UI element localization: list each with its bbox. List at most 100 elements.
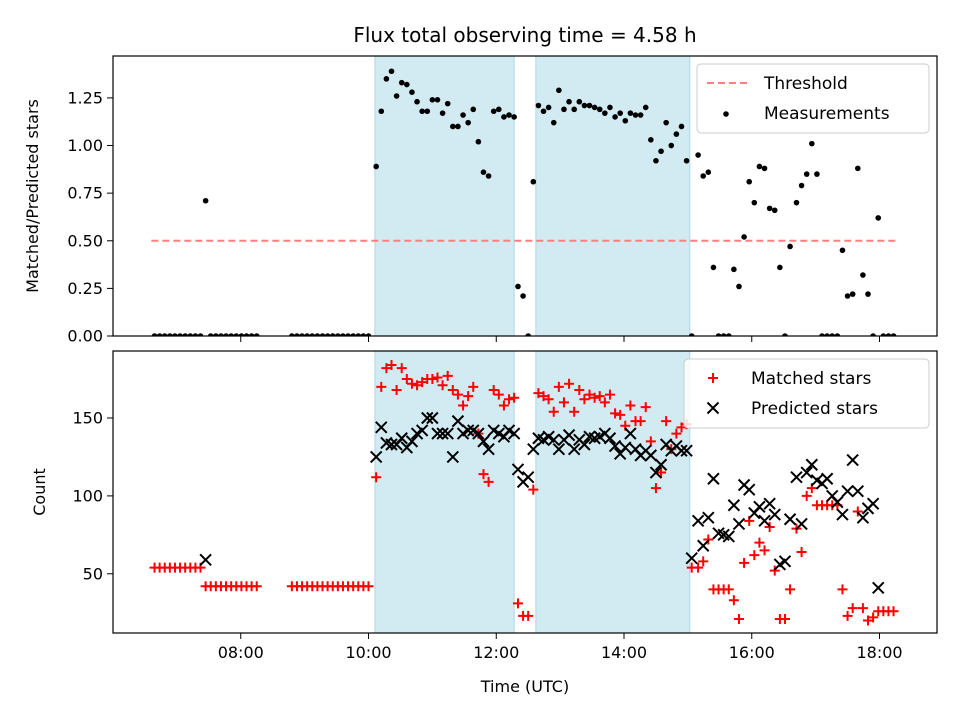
data-point [434, 97, 441, 103]
data-point [769, 565, 780, 576]
data-point [847, 603, 858, 614]
data-point [340, 333, 346, 336]
data-point [676, 422, 687, 433]
data-point [478, 469, 489, 480]
data-point [431, 427, 444, 440]
data-point [782, 333, 788, 336]
data-point [309, 333, 316, 336]
data-point [820, 472, 834, 485]
data-point [599, 397, 610, 408]
data-point [604, 389, 615, 400]
data-point [594, 391, 605, 402]
data-point [758, 514, 771, 528]
data-point [783, 513, 797, 526]
data-point [632, 112, 639, 118]
data-point [238, 333, 245, 336]
data-point [625, 400, 636, 411]
y-tick-label: 0.50 [67, 231, 103, 250]
data-point [622, 117, 629, 124]
y-tick-label: 100 [72, 486, 103, 505]
data-point [678, 123, 685, 130]
data-point [698, 556, 709, 567]
data-point [414, 98, 420, 105]
data-point [661, 416, 672, 427]
data-point [350, 333, 356, 336]
data-point [649, 466, 663, 479]
data-point [493, 389, 504, 400]
data-point [695, 152, 701, 158]
data-point [754, 537, 765, 548]
data-point [870, 333, 876, 336]
data-point [475, 138, 482, 145]
data-point [569, 406, 580, 417]
data-point [442, 370, 453, 381]
data-point [728, 595, 739, 606]
data-point [796, 546, 807, 557]
data-point [586, 102, 593, 109]
y-axis-label: Count [30, 468, 49, 516]
data-point [482, 442, 495, 456]
data-point [596, 106, 603, 113]
legend-label: Predicted stars [751, 399, 878, 419]
y-tick-label: 50 [83, 564, 103, 583]
data-point [697, 539, 710, 552]
data-point [571, 106, 577, 113]
data-point [419, 108, 425, 115]
data-point [675, 444, 688, 457]
data-point [548, 406, 559, 417]
data-point [525, 333, 531, 336]
data-point [426, 411, 439, 425]
data-point [834, 333, 841, 336]
data-point [574, 384, 585, 395]
data-point [451, 414, 465, 428]
data-point [787, 243, 793, 250]
x-tick-label: 16:00 [729, 643, 775, 662]
data-point [567, 442, 581, 456]
data-point [663, 119, 669, 126]
data-point [490, 108, 497, 115]
data-point [355, 333, 362, 336]
data-point [538, 391, 549, 402]
data-point [739, 557, 750, 568]
y-tick-label: 0.00 [67, 327, 103, 346]
data-point [839, 247, 846, 254]
data-point [753, 500, 766, 514]
data-point [470, 106, 477, 113]
data-point [553, 381, 564, 392]
y-tick-label: 1.00 [67, 136, 103, 155]
data-point [805, 458, 819, 471]
data-point [846, 453, 859, 467]
legend-x-marker [706, 401, 720, 415]
data-point [610, 408, 621, 419]
data-point [424, 108, 431, 115]
data-point [527, 442, 540, 456]
data-point [363, 581, 374, 592]
data-point [329, 333, 336, 336]
data-point [507, 427, 521, 440]
data-point [458, 400, 469, 411]
data-point [299, 333, 305, 336]
data-point [749, 550, 760, 561]
data-point [785, 584, 796, 595]
data-point [680, 444, 693, 457]
data-point [875, 215, 882, 221]
data-point [391, 384, 402, 395]
data-point [837, 584, 848, 595]
data-point [836, 508, 849, 521]
data-point [373, 163, 379, 170]
data-point [369, 450, 383, 464]
data-point [412, 380, 423, 391]
data-point [161, 333, 168, 336]
data-point [488, 384, 499, 395]
data-point [253, 333, 260, 336]
data-point [863, 615, 874, 626]
data-point [375, 421, 388, 434]
y-tick-label: 0.25 [67, 279, 103, 298]
data-point [444, 100, 451, 107]
data-point [506, 112, 512, 118]
data-point [733, 613, 744, 624]
data-point [509, 392, 520, 403]
data-point [793, 199, 800, 206]
data-point [192, 333, 199, 336]
data-point [324, 333, 331, 336]
